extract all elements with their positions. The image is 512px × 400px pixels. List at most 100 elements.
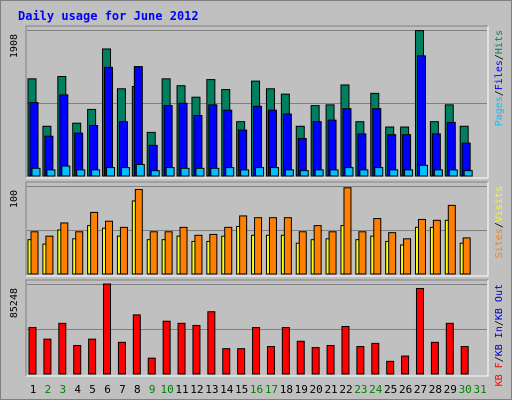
panel-kbin-kbout-ymax-label: 85248 xyxy=(9,288,20,318)
day-label: 9 xyxy=(149,383,156,396)
sites-bar xyxy=(239,215,248,275)
pages-bar xyxy=(135,164,145,177)
day-label: 6 xyxy=(104,383,111,396)
kbout-bar xyxy=(88,338,97,375)
pages-bar xyxy=(46,169,56,177)
kbout-bar xyxy=(43,338,52,375)
kbout-bar xyxy=(147,357,156,375)
kbout-bar xyxy=(177,322,186,375)
sites-bar xyxy=(75,231,84,275)
day-label: 25 xyxy=(384,383,397,396)
legend-separator: / xyxy=(494,320,505,326)
day-label: 24 xyxy=(369,383,383,396)
sites-bar xyxy=(298,231,307,275)
files-bar xyxy=(327,119,337,177)
files-bar xyxy=(208,104,218,177)
files-bar xyxy=(89,124,99,177)
panel-hits-files-pages-legend: Pages/Files/Hits xyxy=(494,30,505,126)
day-label: 11 xyxy=(175,383,188,396)
pages-bar xyxy=(195,167,205,177)
day-label: 2 xyxy=(45,383,52,396)
day-label: 21 xyxy=(324,383,337,396)
panel-hits-files-pages: 1908 xyxy=(9,25,489,179)
panel-hits-files-pages-frame-shadow xyxy=(25,25,488,178)
pages-bar xyxy=(299,170,309,177)
pages-bar xyxy=(91,169,101,177)
panel-visits-sites: 100 xyxy=(9,181,489,277)
kbout-bar xyxy=(103,283,112,375)
day-label: 4 xyxy=(74,383,81,396)
files-bar xyxy=(59,94,69,177)
sites-bar xyxy=(224,226,233,275)
pages-bar xyxy=(269,167,279,177)
panel-kbin-kbout: 85248 xyxy=(9,279,489,377)
kbout-bar xyxy=(266,346,275,375)
panel-visits-sites-bars xyxy=(27,187,471,275)
day-label: 31 xyxy=(473,383,486,396)
kbout-bar xyxy=(252,327,261,375)
pages-bar xyxy=(329,169,339,177)
files-bar xyxy=(342,108,352,177)
pages-bar xyxy=(106,167,116,177)
day-label: 29 xyxy=(444,383,457,396)
pages-bar xyxy=(120,167,130,177)
kbout-bar xyxy=(162,320,171,375)
kbout-bar xyxy=(222,348,231,375)
kbout-bar xyxy=(58,322,67,375)
sites-bar xyxy=(328,231,337,275)
sites-bar xyxy=(388,232,397,275)
panel-visits-sites-legend: Sites/Visits xyxy=(494,186,505,258)
day-label: 18 xyxy=(280,383,293,396)
sites-bar xyxy=(105,220,114,275)
kbout-bar xyxy=(117,341,126,375)
kbout-bar xyxy=(386,360,395,375)
files-bar xyxy=(133,66,143,177)
kbout-bar xyxy=(132,314,141,375)
kbout-bar xyxy=(311,347,320,375)
sites-bar xyxy=(90,211,99,275)
kbout-bar xyxy=(415,287,424,375)
sites-bar xyxy=(373,218,382,275)
panel-hits-files-pages-ymax-label: 1908 xyxy=(9,34,20,58)
pages-bar xyxy=(418,164,428,177)
files-bar xyxy=(178,102,188,177)
sites-bar xyxy=(313,225,322,275)
panel-kbin-kbout-frame-shadow xyxy=(25,279,488,376)
day-label: 30 xyxy=(459,383,472,396)
day-label: 27 xyxy=(414,383,427,396)
pages-bar xyxy=(404,169,414,177)
day-label: 15 xyxy=(235,383,248,396)
legend-item: KB F xyxy=(494,362,505,386)
legend-item: Hits xyxy=(494,30,505,54)
files-bar xyxy=(416,55,426,177)
panel-visits-sites-ymax-label: 100 xyxy=(9,190,20,208)
kbout-bar xyxy=(430,341,439,375)
kbout-bar xyxy=(445,322,454,375)
files-bar xyxy=(312,121,322,177)
day-label: 1 xyxy=(30,383,37,396)
pages-bar xyxy=(314,169,324,177)
files-bar xyxy=(282,113,292,177)
pages-bar xyxy=(448,169,458,177)
day-label: 7 xyxy=(119,383,126,396)
pages-bar xyxy=(284,169,294,177)
legend-separator: / xyxy=(494,356,505,362)
kbout-bar xyxy=(341,325,350,375)
pages-bar xyxy=(389,169,399,177)
legend-item: KB Out xyxy=(494,284,505,320)
sites-bar xyxy=(179,226,188,275)
pages-bar xyxy=(225,167,235,177)
kbout-bar xyxy=(460,346,469,375)
day-label: 13 xyxy=(205,383,218,396)
files-bar xyxy=(446,121,456,177)
sites-bar xyxy=(268,217,277,275)
sites-bar xyxy=(209,233,218,275)
day-label: 26 xyxy=(399,383,412,396)
sites-bar xyxy=(447,204,456,275)
pages-bar xyxy=(344,167,354,177)
legend-item: Sites xyxy=(494,228,505,258)
kbout-bar xyxy=(281,327,290,375)
kbout-bar xyxy=(401,355,410,375)
legend-item: Pages xyxy=(494,96,505,126)
